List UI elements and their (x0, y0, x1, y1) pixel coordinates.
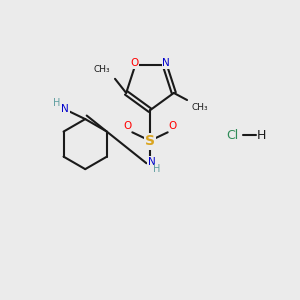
Text: O: O (123, 122, 131, 131)
Text: CH₃: CH₃ (93, 65, 110, 74)
Text: S: S (145, 134, 155, 148)
Text: N: N (61, 104, 69, 114)
Text: H: H (53, 98, 60, 108)
Text: CH₃: CH₃ (191, 103, 208, 112)
Text: H: H (257, 129, 267, 142)
Text: H: H (153, 164, 160, 173)
Text: O: O (130, 58, 138, 68)
Text: N: N (162, 58, 170, 68)
Text: Cl: Cl (226, 129, 238, 142)
Text: N: N (148, 157, 155, 167)
Text: O: O (169, 122, 177, 131)
